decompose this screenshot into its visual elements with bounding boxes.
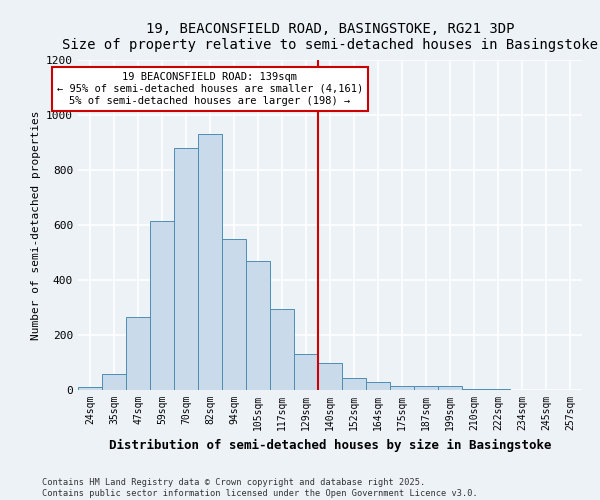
Bar <box>294 354 318 390</box>
Bar <box>174 148 198 390</box>
Bar <box>78 387 102 390</box>
Y-axis label: Number of semi-detached properties: Number of semi-detached properties <box>31 110 41 340</box>
Title: 19, BEACONSFIELD ROAD, BASINGSTOKE, RG21 3DP
Size of property relative to semi-d: 19, BEACONSFIELD ROAD, BASINGSTOKE, RG21… <box>62 22 598 52</box>
Bar <box>222 239 246 390</box>
X-axis label: Distribution of semi-detached houses by size in Basingstoke: Distribution of semi-detached houses by … <box>109 438 551 452</box>
Bar <box>414 386 438 390</box>
Text: 19 BEACONSFIELD ROAD: 139sqm
← 95% of semi-detached houses are smaller (4,161)
5: 19 BEACONSFIELD ROAD: 139sqm ← 95% of se… <box>57 72 363 106</box>
Text: Contains HM Land Registry data © Crown copyright and database right 2025.
Contai: Contains HM Land Registry data © Crown c… <box>42 478 478 498</box>
Bar <box>150 221 174 390</box>
Bar <box>270 309 294 390</box>
Bar <box>198 134 222 390</box>
Bar <box>390 386 414 390</box>
Bar <box>438 386 462 390</box>
Bar <box>366 382 390 390</box>
Bar <box>318 362 342 390</box>
Bar <box>102 374 126 390</box>
Bar <box>462 388 486 390</box>
Bar <box>342 378 366 390</box>
Bar <box>246 261 270 390</box>
Bar <box>126 317 150 390</box>
